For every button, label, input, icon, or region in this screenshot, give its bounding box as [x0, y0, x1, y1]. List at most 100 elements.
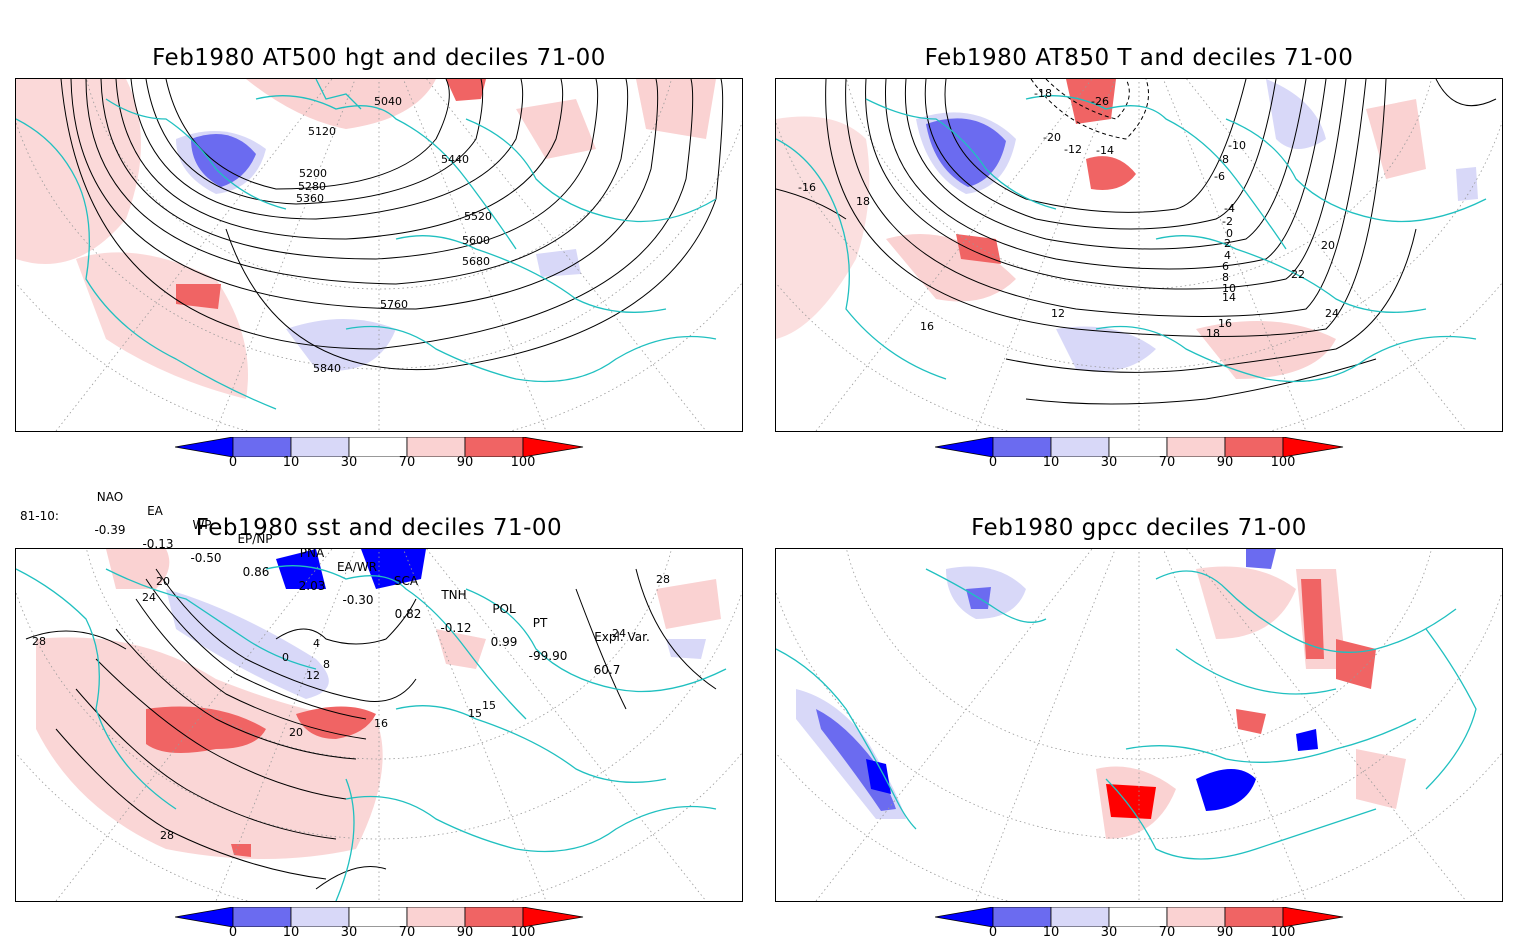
index-row-label: 81-10: [20, 509, 59, 523]
index-header: PNA [299, 546, 325, 560]
contour-label: 24 [1325, 307, 1339, 320]
contour-label: 8 [323, 658, 330, 671]
colorbar-label: 30 [340, 925, 358, 940]
colorbar-label: 70 [1158, 455, 1176, 470]
contour-label: 20 [156, 575, 170, 588]
contour-label: -2 [1222, 215, 1233, 228]
map-t850: -18 -26 -20 -12 -14 -10 -8 -6 -4 -2 0 2 … [775, 78, 1503, 432]
indices-value-row: 81-10: -0.39 -0.13 -0.50 0.86 2.03 -0.30… [20, 495, 680, 677]
colorbar-label: 100 [510, 925, 536, 940]
contour-label: 15 [482, 699, 496, 712]
colorbar-label: 70 [1158, 925, 1176, 940]
contour-label: 20 [1321, 239, 1335, 252]
contour-label: 5520 [464, 210, 492, 223]
colorbar-label: 0 [228, 925, 238, 940]
colorbar-label: 100 [1270, 455, 1296, 470]
contour-label: -10 [1228, 139, 1246, 152]
contour-label: 18 [856, 195, 870, 208]
map-sst: 20 24 28 0 4 8 12 16 20 28 24 28 15 15 [15, 548, 743, 902]
contour-label: 8 [1222, 271, 1229, 284]
contour-label: 28 [32, 635, 46, 648]
index-header: EA/WR [336, 560, 378, 574]
contour-label: 5760 [380, 298, 408, 311]
index-header: SCA [393, 574, 419, 588]
colorbar-label: 90 [456, 925, 474, 940]
contour-label: -12 [1064, 143, 1082, 156]
contour-label: 16 [374, 717, 388, 730]
index-value: 0.82 [394, 607, 422, 621]
index-value: -0.39 [94, 523, 126, 537]
contour-label: 5600 [462, 234, 490, 247]
colorbar-label: 10 [282, 455, 300, 470]
contour-label: 5840 [313, 362, 341, 375]
contour-label: 0 [1226, 227, 1233, 240]
colorbar-label: 100 [1270, 925, 1296, 940]
colorbar-label: 90 [1216, 455, 1234, 470]
contour-label: 28 [160, 829, 174, 842]
panel-title-gpcc: Feb1980 gpcc deciles 71-00 [971, 515, 1307, 541]
contour-label: 28 [656, 573, 670, 586]
colorbar-label: 0 [988, 925, 998, 940]
contour-label: 12 [1051, 307, 1065, 320]
colorbar-label: 70 [398, 455, 416, 470]
colorbar-sst: 0 10 30 70 90 100 [175, 907, 595, 947]
contour-label: -14 [1096, 144, 1114, 157]
contour-label: -8 [1218, 153, 1229, 166]
contour-label: 6 [1222, 260, 1229, 273]
index-header: NAO [96, 490, 124, 504]
index-value: -0.13 [142, 537, 174, 551]
panel-title-t850: Feb1980 AT850 T and deciles 71-00 [924, 45, 1354, 71]
index-header: Expl. Var. [594, 630, 650, 644]
index-value: 0.99 [490, 635, 518, 649]
contour-label: 0 [282, 651, 289, 664]
contour-label: 4 [1224, 249, 1231, 262]
contour-label: -16 [798, 181, 816, 194]
colorbar-label: 30 [1100, 455, 1118, 470]
index-header: PT [532, 616, 548, 630]
contour-label: -18 [1034, 87, 1052, 100]
index-value: -99.90 [528, 649, 568, 663]
contour-label: 5280 [298, 180, 326, 193]
indices-header-row: NAO EA WP EP/NP PNA EA/WR SCA TNH POL PT… [20, 476, 680, 644]
colorbar-label: 0 [988, 455, 998, 470]
contour-label: -26 [1091, 95, 1109, 108]
panel-title-hgt500: Feb1980 AT500 hgt and deciles 71-00 [152, 45, 606, 71]
colorbar-label: 100 [510, 455, 536, 470]
contour-label: 24 [612, 627, 626, 640]
index-value: -0.50 [190, 551, 222, 565]
index-value: 0.86 [242, 565, 270, 579]
colorbar-gpcc: 0 10 30 70 90 100 [935, 907, 1355, 947]
map-hgt500: 5040 5120 5200 5280 5360 5440 5520 5600 … [15, 78, 743, 432]
contour-label: 10 [1222, 282, 1236, 295]
colorbar-hgt500: 0 10 30 70 90 100 [175, 437, 595, 477]
contour-label: 12 [306, 669, 320, 682]
map-gpcc [775, 548, 1503, 902]
contour-label: 14 [1222, 291, 1236, 304]
colorbar-label: 0 [228, 455, 238, 470]
colorbar-t850: 0 10 30 70 90 100 [935, 437, 1355, 477]
contour-label: 16 [1218, 317, 1232, 330]
colorbar-label: 90 [456, 455, 474, 470]
contour-label: 5360 [296, 192, 324, 205]
contour-label: 16 [920, 320, 934, 333]
index-header: EA [147, 504, 163, 518]
contour-label: 15 [468, 707, 482, 720]
contour-label: 4 [313, 637, 320, 650]
index-value: 60.7 [593, 663, 621, 677]
contour-label: 18 [1206, 327, 1220, 340]
colorbar-label: 10 [282, 925, 300, 940]
colorbar-label: 30 [340, 455, 358, 470]
contour-label: 2 [1224, 237, 1231, 250]
contour-label: 20 [289, 726, 303, 739]
contour-label: -20 [1043, 131, 1061, 144]
colorbar-label: 10 [1042, 455, 1060, 470]
colorbar-label: 90 [1216, 925, 1234, 940]
index-value: -0.12 [440, 621, 472, 635]
index-value: 2.03 [298, 579, 326, 593]
contour-label: 5680 [462, 255, 490, 268]
teleconnection-indices: NAO EA WP EP/NP PNA EA/WR SCA TNH POL PT… [20, 476, 680, 677]
colorbar-label: 10 [1042, 925, 1060, 940]
contour-label: 5200 [299, 167, 327, 180]
contour-label: 24 [142, 591, 156, 604]
index-value: -0.30 [342, 593, 374, 607]
